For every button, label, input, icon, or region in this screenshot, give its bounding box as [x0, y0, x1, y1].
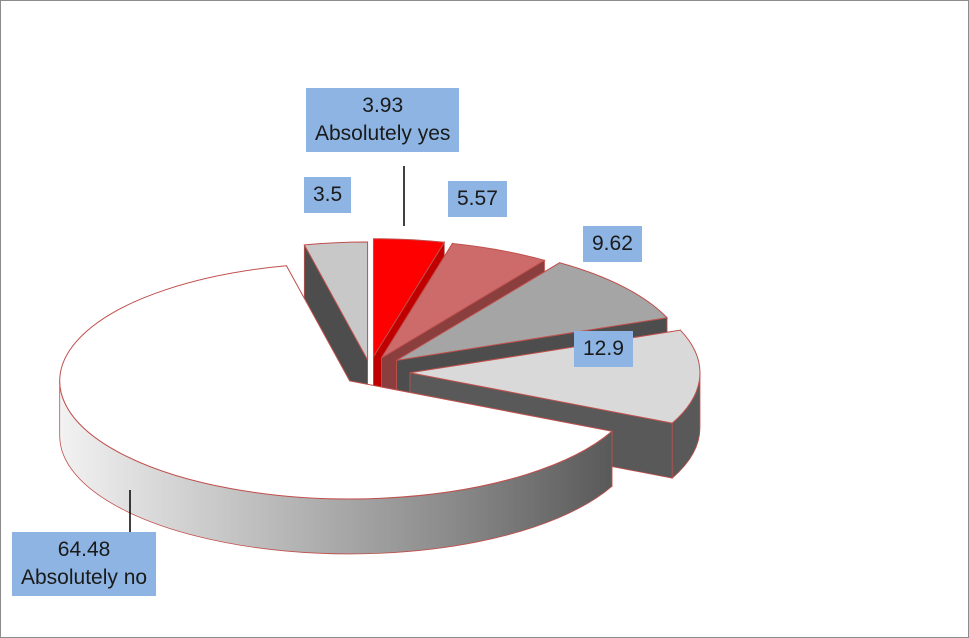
data-label-value: 5.57 [457, 187, 498, 210]
data-label-absolutely-yes: 3.93 Absolutely yes [306, 88, 460, 152]
data-label-value: 12.9 [583, 337, 624, 360]
data-label-5-57: 5.57 [448, 181, 507, 217]
data-label-value: 3.5 [313, 183, 343, 206]
pie-slice-4 [59, 265, 614, 555]
data-label-value: 3.93 [362, 94, 404, 117]
data-label-value: 64.48 [57, 538, 111, 561]
data-label-9-62: 9.62 [583, 226, 642, 262]
data-label-absolutely-no: 64.48 Absolutely no [12, 532, 157, 596]
data-label-value: 9.62 [592, 232, 633, 255]
data-label-name: Absolutely yes [315, 122, 451, 145]
data-label-3-5: 3.5 [304, 177, 352, 213]
data-label-12-9: 12.9 [574, 331, 633, 367]
data-label-name: Absolutely no [21, 566, 148, 589]
